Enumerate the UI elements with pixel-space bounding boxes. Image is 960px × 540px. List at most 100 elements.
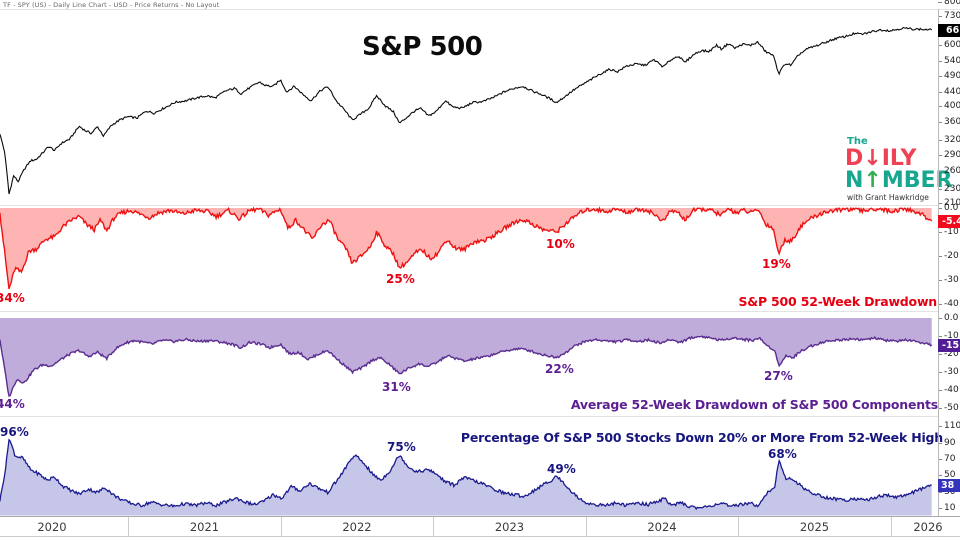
year-label-2020: 2020 xyxy=(37,520,67,534)
price-tick xyxy=(938,16,942,17)
price-tick xyxy=(938,2,942,4)
price-tick xyxy=(938,45,942,47)
sp_drawdown-tick-label: -20 xyxy=(944,251,959,261)
avg_drawdown-tick xyxy=(938,318,942,319)
panel-separator xyxy=(0,416,938,417)
price-tick-label: 360 xyxy=(944,117,960,128)
breadth-tick xyxy=(938,507,942,509)
breadth-tick-label: 110 xyxy=(944,421,960,432)
year-divider xyxy=(585,517,587,536)
year-divider xyxy=(890,517,892,536)
logo-daily-text: D↓ILY xyxy=(845,146,917,171)
breadth-tick xyxy=(938,491,942,493)
price-tick-label: 600 xyxy=(944,40,960,51)
price-tick-label: 210 xyxy=(944,198,960,208)
year-label-2026: 2026 xyxy=(913,520,943,534)
price-tick-label: 440 xyxy=(944,87,960,97)
avg_drawdown-tick-label: -20 xyxy=(944,349,959,359)
sp_drawdown-tick xyxy=(938,256,942,257)
avg_drawdown-line xyxy=(0,335,933,397)
sp_drawdown-tick xyxy=(938,208,942,209)
price-tick xyxy=(938,170,942,172)
year-label-2022: 2022 xyxy=(342,520,372,534)
logo-the-text: The xyxy=(847,136,868,147)
price-tick-label: 800 xyxy=(944,0,960,8)
year-label-2024: 2024 xyxy=(647,520,677,534)
price-tick xyxy=(938,154,942,156)
sp_drawdown-annotation: 25% xyxy=(386,272,415,286)
year-label-2021: 2021 xyxy=(189,520,220,534)
avg_drawdown-tick xyxy=(938,390,942,391)
avg_drawdown-tick-label: -50 xyxy=(944,403,959,413)
sp_drawdown-annotation: 34% xyxy=(0,291,25,305)
price-tick-label: 540 xyxy=(944,56,960,67)
breadth-annotation: 75% xyxy=(387,440,416,454)
price-tick xyxy=(938,75,942,77)
avg_drawdown-tick xyxy=(938,372,942,373)
avg_drawdown-area-fill xyxy=(0,318,932,396)
price-tick xyxy=(938,61,942,63)
breadth-tick xyxy=(938,426,942,428)
price-tick-label: 730 xyxy=(944,11,960,21)
breadth-tick xyxy=(938,442,942,444)
daily-number-logo: The D↓ILY N↑MBER with Grant Hawkridge xyxy=(845,137,953,202)
sp_drawdown-tick xyxy=(938,280,942,281)
breadth-annotation: 49% xyxy=(547,462,576,476)
avg_drawdown-tick xyxy=(938,408,942,409)
price-line xyxy=(0,26,933,195)
year-divider xyxy=(280,517,282,536)
price-tick-label: 320 xyxy=(944,134,960,145)
price-tick-label: 260 xyxy=(944,165,960,176)
sp_drawdown-tick-label: -10 xyxy=(944,227,959,237)
breadth-tick xyxy=(938,458,942,460)
price-tick xyxy=(938,203,942,204)
breadth-annotation: 68% xyxy=(768,447,797,461)
year-label-2025: 2025 xyxy=(799,520,830,534)
avg-drawdown-title: Average 52-Week Drawdown of S&P 500 Comp… xyxy=(570,397,938,412)
avg_drawdown-tick xyxy=(938,354,942,355)
year-label-2023: 2023 xyxy=(494,520,525,534)
sp_drawdown-tick-label: -40 xyxy=(944,299,959,309)
breadth-tick-label: 90 xyxy=(944,437,956,448)
breadth-tick-label: 30 xyxy=(944,486,956,497)
chart-title: S&P 500 xyxy=(362,32,483,62)
price-tick xyxy=(938,106,942,108)
x-axis[interactable]: 2020 2021 2022 2023 2024 2025 2026 xyxy=(0,516,960,537)
price-tick xyxy=(938,189,942,191)
price-tick xyxy=(938,139,942,141)
avg_drawdown-tick-label: -10 xyxy=(944,331,959,341)
breadth-tick-label: 70 xyxy=(944,453,956,464)
sp_drawdown-line xyxy=(0,206,933,290)
breadth-tick xyxy=(938,475,942,477)
year-divider xyxy=(738,517,739,536)
down-arrow-icon: ↓ xyxy=(863,146,882,171)
year-divider xyxy=(433,517,434,536)
avg_drawdown-annotation: 27% xyxy=(764,369,793,383)
logo-number-text: N↑MBER xyxy=(845,168,953,193)
avg_drawdown-tick-label: 0.0 xyxy=(944,313,959,323)
y-axis-line xyxy=(938,9,939,535)
sp_drawdown-area-fill xyxy=(0,208,932,289)
breadth-tick-label: 10 xyxy=(944,502,956,513)
price-last-value-box: 665 xyxy=(938,23,960,37)
avg_drawdown-tick-label: -30 xyxy=(944,367,959,377)
toolbar-breadcrumb: TF - SPY (US) - Daily Line Chart - USD -… xyxy=(3,1,220,9)
price-tick-label: 490 xyxy=(944,70,960,81)
panel-separator xyxy=(0,205,938,206)
price-tick xyxy=(938,92,942,93)
sp_drawdown-annotation: 10% xyxy=(546,237,575,251)
breadth-last-value-box: 38 xyxy=(938,478,960,492)
toolbar-divider xyxy=(0,9,960,10)
sp-drawdown-last-value-box: -5.4 xyxy=(938,214,960,228)
logo-tagline: with Grant Hawkridge xyxy=(847,193,929,202)
year-divider xyxy=(128,517,129,536)
breadth-tick-label: 50 xyxy=(944,470,956,481)
avg_drawdown-tick xyxy=(938,336,942,337)
chart-canvas[interactable] xyxy=(0,0,938,540)
price-tick xyxy=(938,122,942,124)
price-tick-label: 400 xyxy=(944,101,960,112)
breadth-annotation: 96% xyxy=(0,425,29,439)
breadth-line xyxy=(0,438,932,511)
sp_drawdown-annotation: 19% xyxy=(762,257,791,271)
